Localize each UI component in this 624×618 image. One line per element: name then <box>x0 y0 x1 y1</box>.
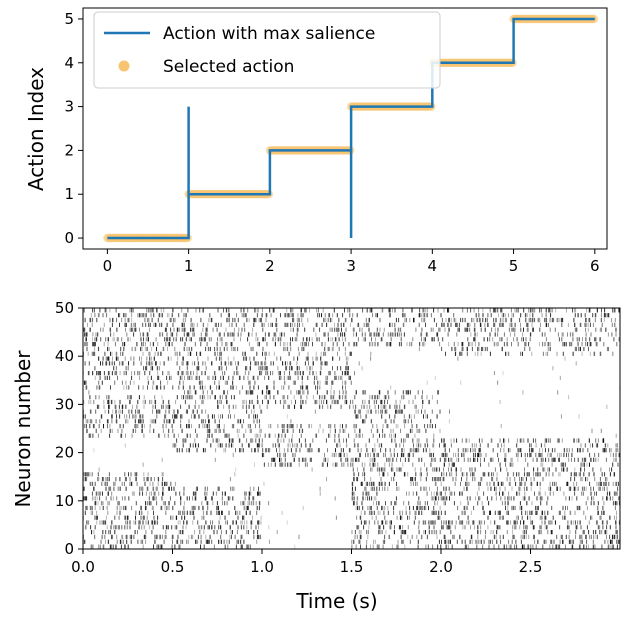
y-tick-label: 3 <box>64 98 74 116</box>
y-tick-label: 4 <box>64 54 74 72</box>
x-tick-label: 3 <box>346 257 356 275</box>
top-x-ticks: 0 1 2 3 4 5 6 <box>103 249 600 275</box>
x-tick-label: 0 <box>103 257 113 275</box>
y-tick-label: 5 <box>64 10 74 28</box>
x-tick-label: 2 <box>265 257 275 275</box>
top-y-axis-label: Action Index <box>24 67 48 191</box>
y-tick-label: 1 <box>64 185 74 203</box>
max-salience-step-line <box>107 17 595 240</box>
spike-raster <box>82 308 621 549</box>
legend-label-max-salience: Action with max salience <box>163 24 375 44</box>
legend-box <box>93 11 441 89</box>
action-index-chart: 0 1 2 3 4 5 6 0 1 2 3 4 5 Action Index Action with … <box>24 7 608 275</box>
y-tick-label: 2 <box>64 141 74 159</box>
x-tick-label: 6 <box>590 257 600 275</box>
top-plot-frame <box>82 7 608 250</box>
y-tick-label: 0 <box>64 229 74 247</box>
x-tick-label: 1 <box>184 257 194 275</box>
x-tick-label: 5 <box>509 257 519 275</box>
x-tick-label: 4 <box>428 257 438 275</box>
top-y-ticks: 0 1 2 3 4 5 <box>64 10 83 247</box>
legend-dot-swatch <box>118 60 130 72</box>
legend: Action with max salience Selected action <box>93 11 441 89</box>
legend-label-selected-action: Selected action <box>163 57 294 77</box>
